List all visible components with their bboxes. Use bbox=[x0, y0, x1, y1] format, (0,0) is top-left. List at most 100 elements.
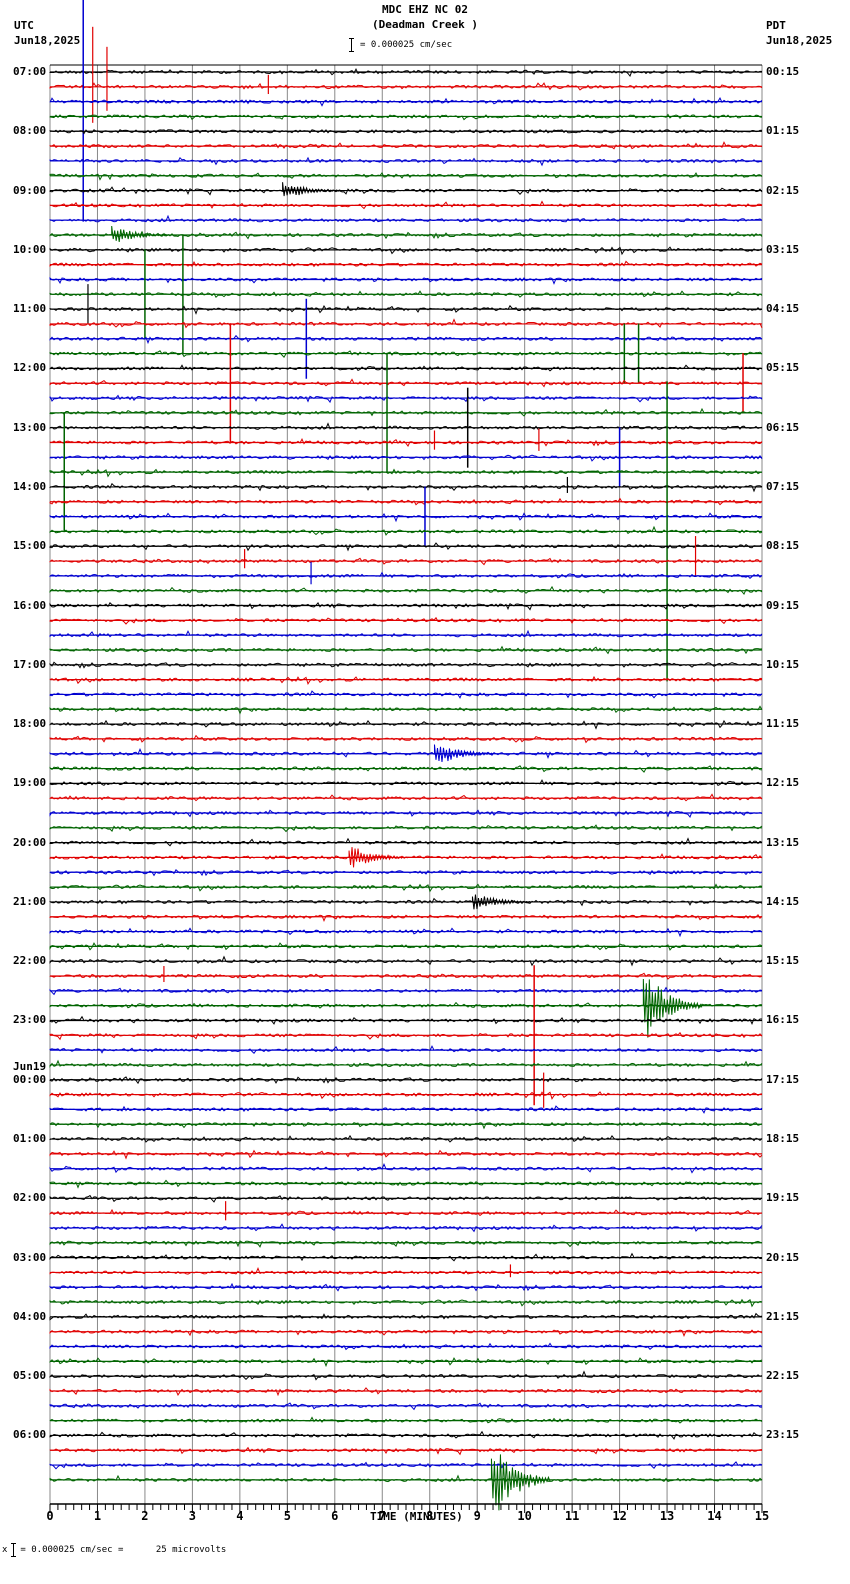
x-tick-label: 4 bbox=[236, 1509, 244, 1523]
x-axis-title: TIME (MINUTES) bbox=[370, 1510, 463, 1523]
trace bbox=[49, 67, 762, 77]
trace bbox=[49, 1342, 763, 1351]
x-tick-label: 3 bbox=[188, 1509, 197, 1523]
pdt-hour-label: 02:15 bbox=[766, 183, 800, 197]
scale-legend: = 0.000025 cm/sec bbox=[349, 38, 452, 52]
pdt-hour-label: 14:15 bbox=[766, 894, 800, 908]
trace bbox=[49, 350, 763, 359]
trace bbox=[49, 1091, 763, 1100]
x-tick-label: 13 bbox=[659, 1509, 675, 1523]
trace bbox=[49, 942, 763, 951]
x-tick-label: 10 bbox=[517, 1509, 532, 1523]
utc-hour-label: 19:00 bbox=[13, 776, 47, 790]
trace bbox=[49, 629, 763, 638]
trace bbox=[49, 1105, 763, 1114]
trace bbox=[49, 675, 763, 685]
trace bbox=[49, 616, 763, 625]
trace bbox=[49, 525, 763, 536]
trace bbox=[49, 1031, 763, 1041]
trace bbox=[49, 1387, 763, 1397]
trace bbox=[49, 394, 763, 404]
trace bbox=[49, 1474, 763, 1483]
trace bbox=[49, 171, 763, 181]
x-tick-label: 1 bbox=[93, 1509, 102, 1523]
utc-hour-label: 03:00 bbox=[13, 1250, 47, 1264]
utc-hour-label: 01:00 bbox=[13, 1132, 47, 1146]
utc-hour-label: 13:00 bbox=[13, 420, 47, 434]
utc-hour-label: 17:00 bbox=[13, 657, 47, 671]
trace bbox=[49, 1179, 763, 1189]
utc-hour-label: 07:00 bbox=[13, 65, 47, 78]
trace bbox=[49, 318, 763, 329]
utc-hour-label: 12:00 bbox=[13, 361, 47, 375]
trace bbox=[49, 468, 763, 478]
utc-hour-label: 22:00 bbox=[13, 954, 47, 968]
trace bbox=[49, 913, 763, 923]
pdt-hour-label: 04:15 bbox=[766, 302, 800, 316]
trace bbox=[49, 1446, 763, 1456]
x-tick-label: 12 bbox=[612, 1509, 627, 1523]
trace bbox=[49, 1357, 763, 1368]
trace bbox=[49, 1059, 763, 1069]
utc-hour-label: 10:00 bbox=[13, 242, 47, 256]
trace bbox=[49, 734, 763, 744]
station-location: (Deadman Creek ) bbox=[372, 18, 478, 31]
trace bbox=[49, 1134, 763, 1143]
trace bbox=[49, 1430, 763, 1440]
trace bbox=[49, 869, 763, 877]
trace bbox=[49, 1298, 763, 1308]
x-tick-label: 5 bbox=[283, 1509, 291, 1523]
trace bbox=[49, 897, 763, 907]
x-tick-label: 6 bbox=[331, 1509, 339, 1523]
trace bbox=[49, 378, 763, 388]
x-tick-label: 7 bbox=[378, 1509, 386, 1523]
trace bbox=[49, 1329, 763, 1338]
scale-text: = 0.000025 cm/sec bbox=[360, 40, 453, 50]
trace bbox=[49, 97, 763, 107]
trace bbox=[49, 1282, 763, 1292]
trace bbox=[49, 113, 763, 121]
trace bbox=[49, 1121, 763, 1130]
trace bbox=[49, 557, 763, 566]
x-tick-label: 14 bbox=[707, 1509, 722, 1523]
utc-hour-label: 06:00 bbox=[13, 1428, 47, 1442]
trace bbox=[49, 1015, 762, 1025]
utc-hour-label: 18:00 bbox=[13, 717, 47, 731]
trace bbox=[49, 585, 763, 596]
trace bbox=[49, 809, 763, 819]
pdt-hour-label: 00:15 bbox=[766, 65, 800, 78]
pdt-hour-label: 01:15 bbox=[766, 124, 800, 138]
pdt-hour-label: 15:15 bbox=[766, 954, 800, 968]
trace bbox=[49, 690, 763, 699]
pdt-hour-label: 12:15 bbox=[766, 776, 800, 790]
pdt-hour-label: 08:15 bbox=[766, 539, 800, 553]
trace bbox=[49, 276, 763, 285]
footer-scale: x = 0.000025 cm/sec = 25 microvolts bbox=[2, 1543, 226, 1557]
left-date: Jun18,2025 bbox=[14, 34, 81, 47]
utc-hour-label: 02:00 bbox=[13, 1191, 47, 1205]
pdt-hour-label: 06:15 bbox=[766, 420, 800, 434]
pdt-hour-label: 09:15 bbox=[766, 598, 800, 612]
trace bbox=[49, 661, 763, 669]
x-tick-label: 2 bbox=[141, 1509, 149, 1523]
trace bbox=[49, 1252, 763, 1262]
trace bbox=[49, 972, 763, 980]
trace bbox=[49, 482, 763, 493]
pdt-hour-label: 16:15 bbox=[766, 1013, 800, 1027]
trace bbox=[49, 82, 763, 91]
utc-hour-label: 14:00 bbox=[13, 479, 47, 493]
trace bbox=[49, 1416, 763, 1424]
utc-hour-label: 08:00 bbox=[13, 124, 47, 138]
trace bbox=[49, 645, 763, 655]
trace bbox=[49, 422, 763, 430]
trace bbox=[49, 290, 763, 299]
trace bbox=[49, 334, 763, 345]
trace bbox=[49, 1240, 763, 1248]
trace bbox=[49, 779, 763, 787]
trace bbox=[49, 1402, 762, 1411]
trace bbox=[49, 1194, 763, 1203]
pdt-hour-label: 23:15 bbox=[766, 1428, 800, 1442]
trace bbox=[49, 1266, 763, 1275]
trace bbox=[49, 512, 763, 523]
trace bbox=[49, 793, 763, 802]
